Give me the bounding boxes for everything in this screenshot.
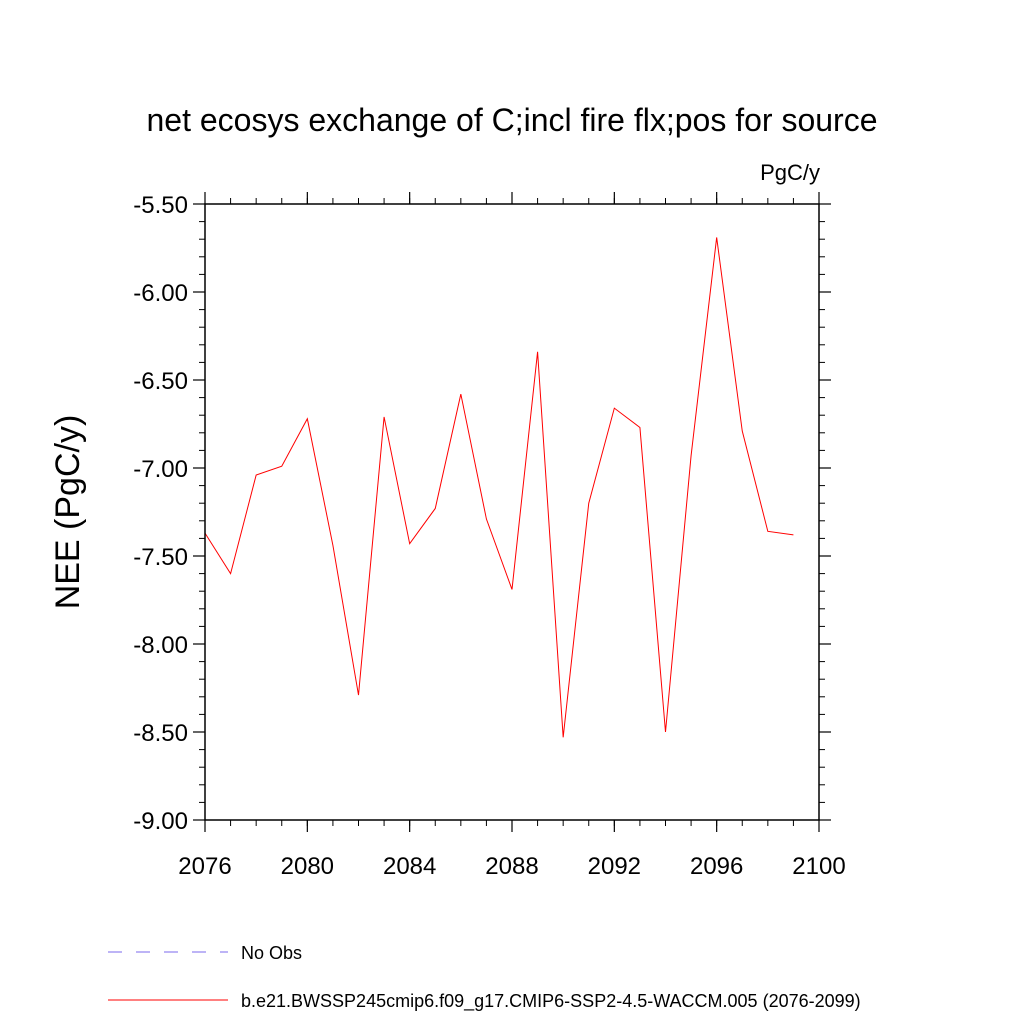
y-tick-label: -7.50	[133, 544, 188, 571]
y-tick-label: -8.50	[133, 720, 188, 747]
series-layer	[204, 237, 794, 738]
y-tick-label: -6.00	[133, 280, 188, 307]
units-label: PgC/y	[760, 160, 820, 185]
minor-ticks	[199, 198, 825, 826]
chart-title: net ecosys exchange of C;incl fire flx;p…	[146, 102, 877, 138]
y-tick-label: -9.00	[133, 808, 188, 835]
y-tick-label: -8.00	[133, 632, 188, 659]
legend-label: No Obs	[241, 943, 302, 963]
series-line	[204, 237, 794, 738]
major-ticks	[193, 192, 831, 832]
x-tick-label: 2096	[690, 853, 743, 880]
y-tick-label: -7.00	[133, 456, 188, 483]
x-tick-label: 2092	[588, 853, 641, 880]
y-tick-label: -5.50	[133, 192, 188, 219]
x-tick-label: 2080	[281, 853, 334, 880]
tick-labels: -5.50 -6.00 -6.50 -7.00 -7.50 -8.00 -8.50 -9.00…	[133, 192, 845, 880]
x-tick-label: 2100	[792, 853, 845, 880]
x-tick-label: 2084	[383, 853, 436, 880]
legend-label: b.e21.BWSSP245cmip6.f09_g17.CMIP6-SSP2-4…	[241, 991, 861, 1012]
x-tick-label: 2076	[178, 853, 231, 880]
y-tick-label: -6.50	[133, 368, 188, 395]
x-tick-label: 2088	[485, 853, 538, 880]
legend: No Obs b.e21.BWSSP245cmip6.f09_g17.CMIP6-…	[108, 943, 861, 1012]
y-axis-title: NEE (PgC/y)	[49, 415, 87, 610]
plot-frame	[204, 203, 820, 821]
